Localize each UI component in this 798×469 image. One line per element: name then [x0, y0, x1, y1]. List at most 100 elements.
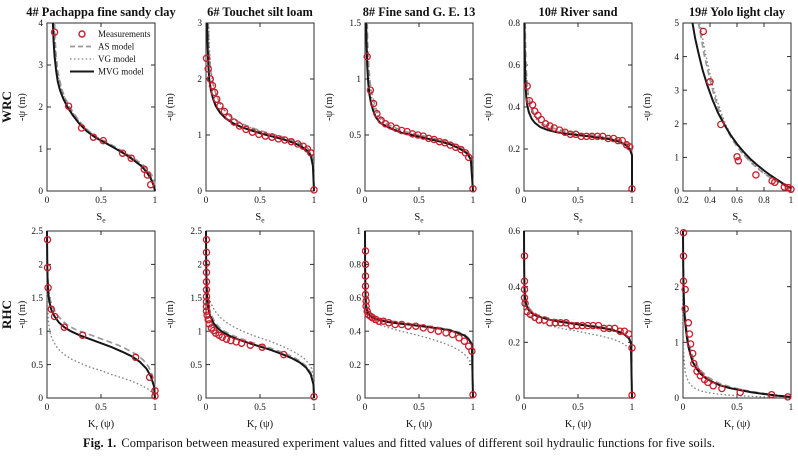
measurement-point: [361, 247, 370, 255]
measurement-point: [369, 99, 378, 108]
y-tick-label: 5: [674, 19, 679, 29]
x-tick-label: 0.5: [572, 403, 584, 413]
measurement-point: [99, 136, 107, 145]
measurement-point: [361, 282, 370, 290]
measurement-point: [523, 82, 531, 90]
measurement-point: [202, 259, 211, 267]
measurement-point: [577, 132, 585, 141]
x-tick-label: 0.6: [731, 196, 743, 206]
measurement-point: [468, 347, 476, 355]
measurement-point: [50, 312, 59, 321]
x-tick-label: 1: [312, 196, 317, 206]
measurement-point: [202, 235, 211, 244]
x-axis-label: Kr (ψ): [88, 419, 115, 432]
measurement-point: [537, 115, 546, 124]
measurement-point: [771, 178, 779, 187]
measurement-point: [566, 130, 575, 139]
x-tick-label: 0: [45, 403, 50, 413]
measurement-point: [679, 252, 688, 260]
measurement-point: [733, 152, 741, 161]
measurement-point: [206, 75, 215, 83]
x-tick-label: 0: [45, 196, 50, 206]
subplot-rhc-4: 0 0.5 1 0 0.2 0.4 0.6 -ψ (m) Kr (ψ): [483, 227, 636, 432]
mvg-model-curve: [46, 230, 156, 399]
measurement-point: [614, 136, 622, 145]
y-tick-label: 1.5: [31, 294, 43, 304]
y-tick-label: 1: [356, 75, 361, 85]
x-tick-label: 1: [153, 403, 158, 413]
measurement-point: [224, 113, 233, 121]
y-tick-label: 2: [38, 103, 43, 113]
y-tick-label: 1: [38, 327, 43, 337]
measurement-points: [363, 52, 477, 193]
figure-caption: Fig. 1. Comparison between measured exper…: [0, 436, 798, 451]
x-tick-label: 0: [204, 196, 209, 206]
y-tick-label: 2: [38, 261, 43, 271]
measurement-point: [151, 386, 159, 395]
measurement-point: [397, 320, 406, 329]
y-tick-label: 0: [515, 187, 520, 197]
y-tick-label: 1: [674, 339, 679, 349]
y-tick-label: 3: [38, 61, 43, 71]
plot-box: [46, 230, 156, 399]
y-tick-label: 3: [674, 227, 679, 237]
measurement-points: [699, 27, 795, 194]
mvg-model-curve: [365, 22, 474, 192]
x-tick-label: 1: [153, 196, 158, 206]
y-tick-label: 2: [197, 261, 202, 271]
mvg-model-curve: [364, 230, 474, 399]
measurement-point: [787, 185, 795, 194]
x-axis-label: Kr (ψ): [565, 419, 592, 432]
caption-label: Fig. 1.: [82, 436, 117, 450]
measurement-point: [258, 343, 266, 351]
y-axis-label: -ψ (m): [17, 93, 28, 121]
x-axis-label: Se: [732, 212, 742, 225]
measurement-point: [64, 102, 73, 110]
y-tick-label: 0: [674, 187, 679, 197]
subplot-rhc-1: 0 0.5 1 0 0.5 1 1.5 2 2.5 -ψ (m)RHC Kr (ψ): [0, 227, 159, 432]
tick-marks: [46, 230, 156, 399]
subplot-rhc-3: 0 0.5 1 0 0.2 0.4 0.6 0.8 1 -ψ (m) Kr (ψ): [324, 227, 477, 432]
y-tick-label: 1: [197, 327, 202, 337]
measurement-point: [784, 393, 792, 401]
x-tick-label: 0: [204, 403, 209, 413]
as-model-curve: [697, 22, 792, 191]
measurement-point: [220, 107, 229, 116]
measurement-point: [681, 305, 689, 313]
y-tick-label: 0: [197, 187, 202, 197]
measurement-point: [628, 391, 636, 399]
measurement-point: [604, 134, 612, 143]
measurement-points: [361, 247, 477, 399]
as-model-curve: [207, 22, 315, 192]
x-tick-label: 1: [789, 403, 794, 413]
plot-box: [205, 230, 315, 399]
x-tick-label: 0.5: [731, 403, 743, 413]
measurement-point: [43, 235, 52, 244]
y-tick-label: 0: [356, 187, 361, 197]
measurement-point: [78, 331, 87, 339]
x-axis-label: Se: [255, 212, 265, 225]
measurement-point: [541, 120, 550, 128]
x-tick-label: 1: [789, 196, 794, 206]
as-model-curve: [524, 22, 633, 191]
y-tick-label: 0.5: [31, 361, 43, 371]
measurement-point: [578, 321, 587, 330]
measurement-point: [690, 359, 698, 368]
y-tick-label: 3: [197, 19, 202, 29]
measurement-point: [556, 319, 565, 327]
measurement-point: [546, 319, 554, 327]
legend-item-label: MVG model: [98, 67, 144, 77]
x-tick-label: 0: [363, 196, 368, 206]
measurement-point: [146, 180, 155, 189]
y-tick-label: 1: [356, 227, 361, 237]
measurement-point: [43, 263, 52, 272]
x-tick-label: 1: [630, 196, 635, 206]
as-model-curve: [205, 230, 315, 399]
y-axis-label: -ψ (m): [483, 93, 494, 121]
measurement-point: [202, 278, 211, 286]
measurement-point: [626, 143, 634, 151]
measurement-point: [442, 329, 450, 337]
subplot-rhc-5: 0 0.5 1 0 1 2 3 -ψ (m) Kr (ψ): [642, 227, 794, 431]
subplot-wrc-4: 0 0.5 1 0 0.2 0.4 0.6 0.8 10# River sand -ψ (m) Se: [483, 5, 636, 225]
legend: Measurements AS model VG model MVG model: [70, 29, 151, 77]
